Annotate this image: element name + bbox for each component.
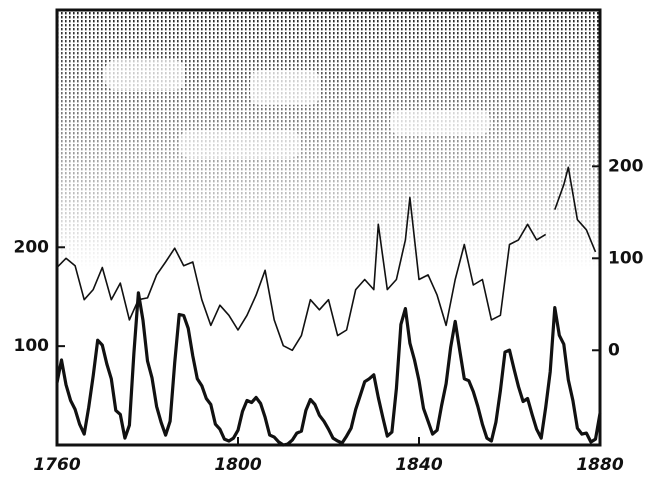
series-line bbox=[56, 166, 597, 352]
x-tick-label: 1840 bbox=[395, 455, 442, 475]
plot-frame bbox=[55, 8, 602, 447]
x-tick-label: 1760 bbox=[33, 455, 80, 475]
x-tick-label: 1800 bbox=[214, 455, 261, 475]
y-tick-label: 200 bbox=[14, 237, 50, 257]
y2-tick-label: 200 bbox=[608, 156, 644, 176]
x-tick-label: 1880 bbox=[576, 455, 623, 475]
y2-tick-label: 0 bbox=[608, 340, 620, 360]
y-tick-label: 100 bbox=[14, 336, 50, 356]
y2-tick-label: 100 bbox=[608, 248, 644, 268]
aurora-texture bbox=[57, 10, 600, 270]
series-line bbox=[55, 291, 602, 447]
